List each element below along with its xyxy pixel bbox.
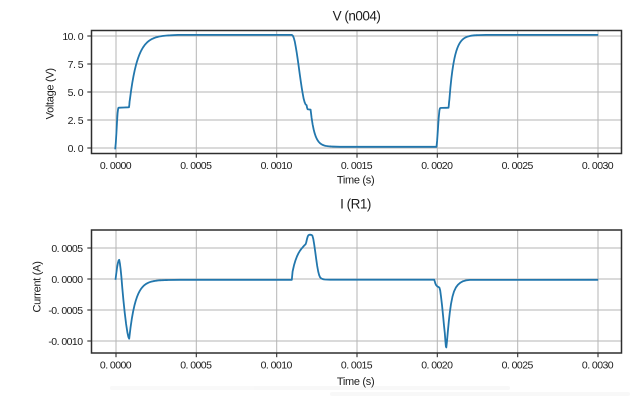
svg-text:10. 0: 10. 0 — [62, 31, 83, 43]
svg-text:Time (s): Time (s) — [337, 376, 375, 388]
svg-text:2. 5: 2. 5 — [68, 115, 84, 127]
svg-text:0. 0: 0. 0 — [68, 143, 84, 155]
svg-text:0. 0000: 0. 0000 — [100, 160, 132, 172]
svg-text:0. 0000: 0. 0000 — [51, 274, 83, 286]
svg-text:Voltage (V): Voltage (V) — [45, 68, 57, 119]
svg-text:Current (A): Current (A) — [32, 261, 44, 312]
svg-text:0. 0010: 0. 0010 — [261, 160, 293, 172]
svg-text:0. 0025: 0. 0025 — [502, 360, 534, 372]
svg-text:-0. 0010: -0. 0010 — [48, 336, 83, 348]
svg-text:0. 0025: 0. 0025 — [502, 160, 534, 172]
svg-text:0. 0015: 0. 0015 — [341, 160, 373, 172]
svg-text:0. 0005: 0. 0005 — [180, 160, 212, 172]
svg-text:0. 0030: 0. 0030 — [582, 360, 614, 372]
svg-text:0. 0015: 0. 0015 — [341, 360, 373, 372]
svg-text:-0. 0005: -0. 0005 — [48, 305, 83, 317]
svg-text:0. 0010: 0. 0010 — [261, 360, 293, 372]
svg-text:0. 0020: 0. 0020 — [421, 160, 453, 172]
svg-text:V (n004): V (n004) — [333, 9, 381, 24]
svg-text:7. 5: 7. 5 — [68, 59, 84, 71]
svg-text:0. 0005: 0. 0005 — [180, 360, 212, 372]
svg-text:Time (s): Time (s) — [337, 174, 375, 186]
svg-text:I (R1): I (R1) — [340, 197, 371, 212]
svg-text:0. 0005: 0. 0005 — [51, 243, 83, 255]
svg-text:0. 0000: 0. 0000 — [100, 360, 132, 372]
svg-text:5. 0: 5. 0 — [68, 87, 84, 99]
svg-text:0. 0030: 0. 0030 — [582, 160, 614, 172]
svg-text:0. 0020: 0. 0020 — [421, 360, 453, 372]
